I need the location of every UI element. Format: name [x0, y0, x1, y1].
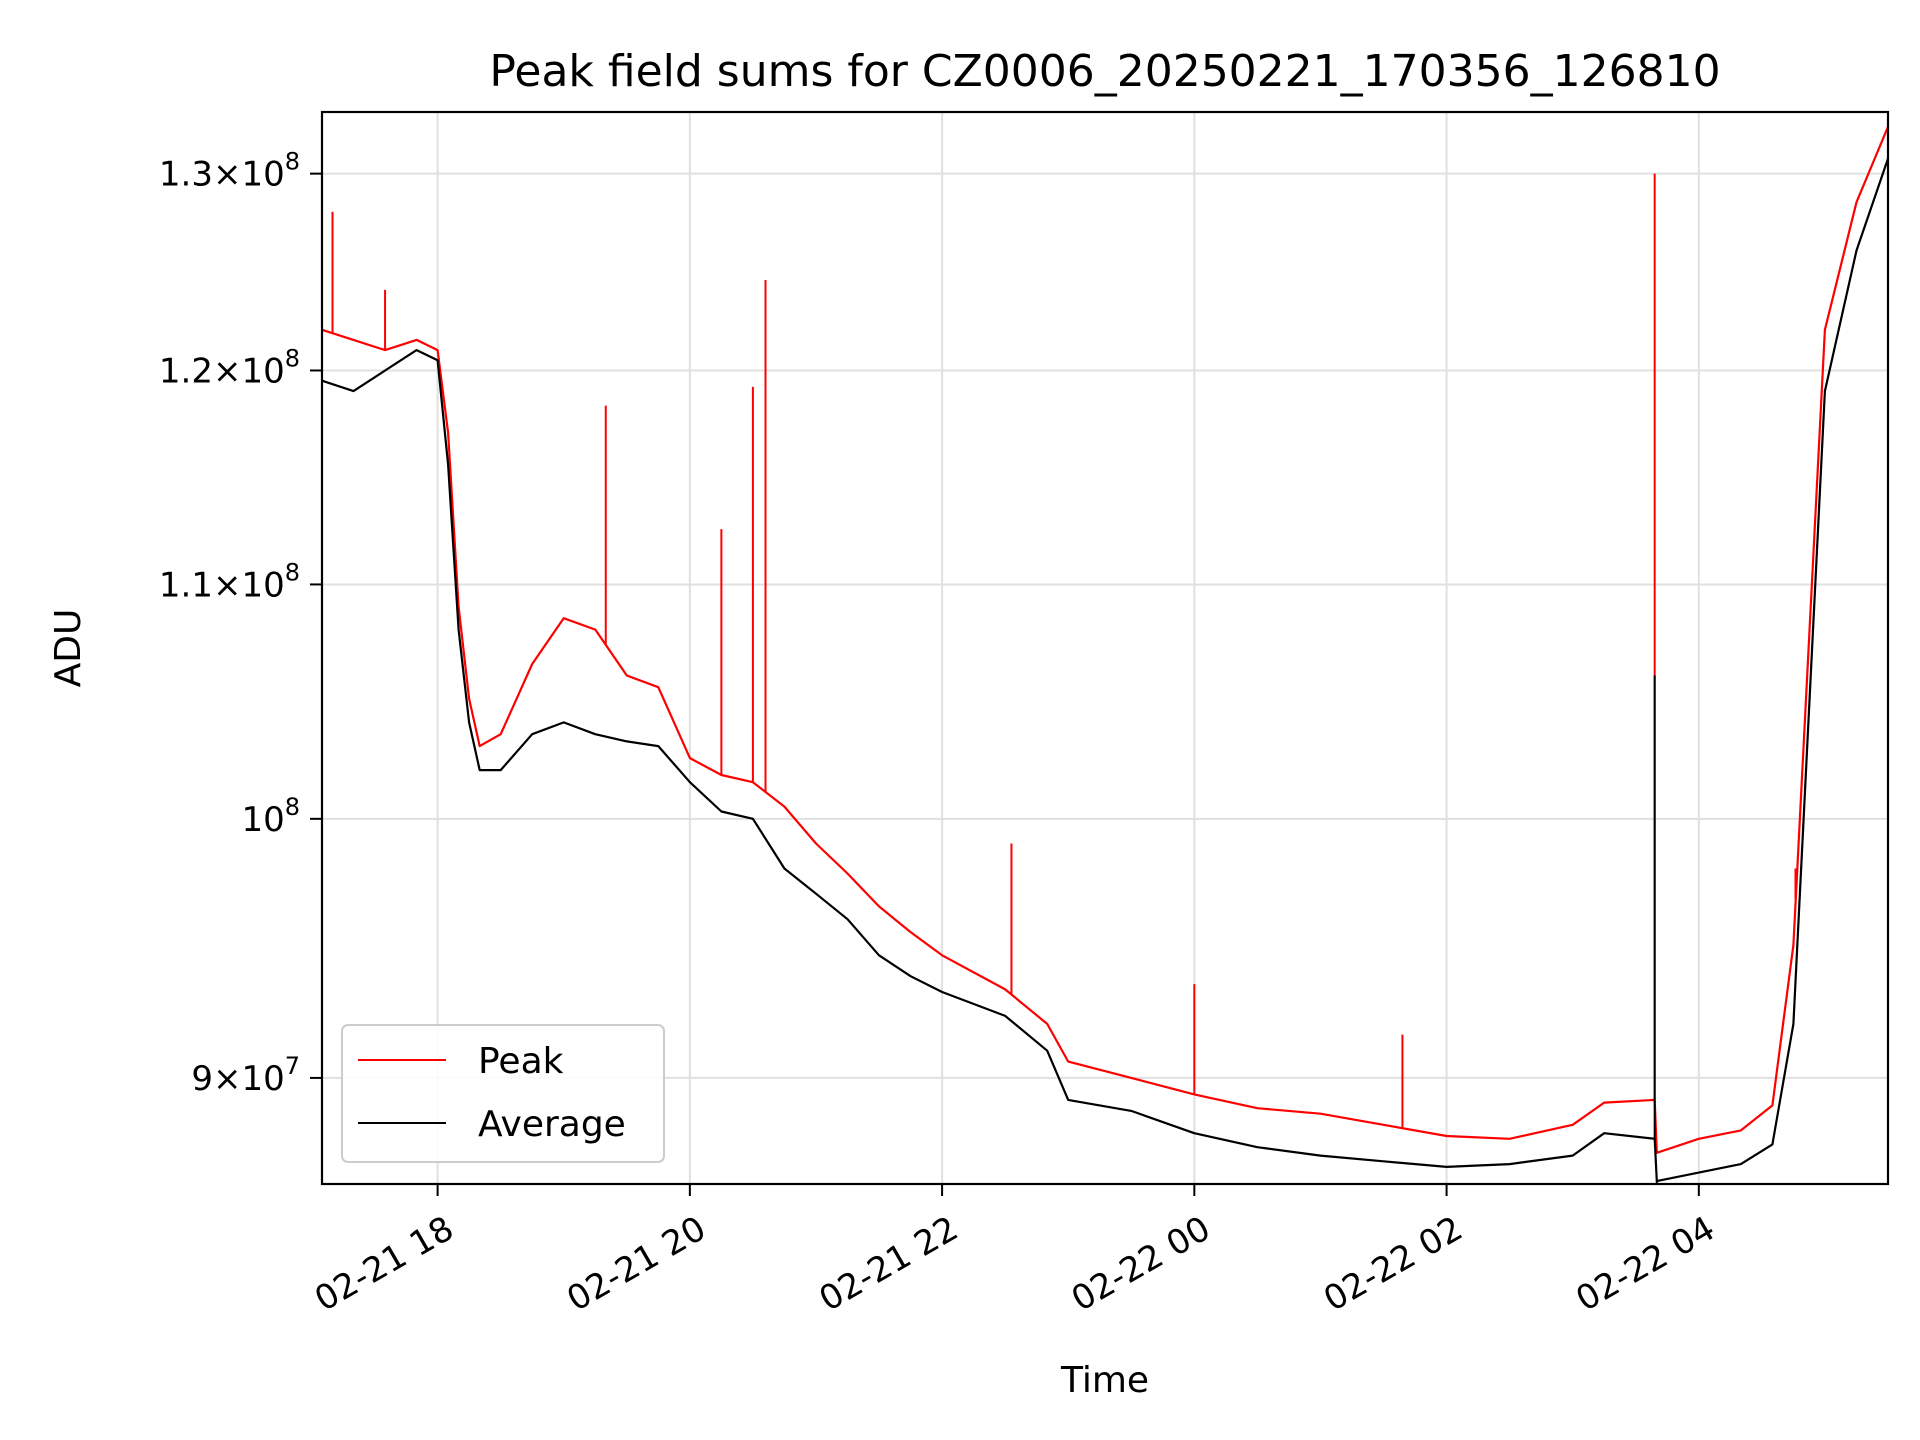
- y-tick-label: 1.3×108: [159, 148, 300, 195]
- y-tick-base: 10: [241, 565, 284, 605]
- plot-series: [322, 126, 1888, 1184]
- plot-frame: [320, 110, 1890, 1186]
- legend: Peak Average: [341, 1024, 665, 1163]
- y-tick-label: 1.1×108: [159, 558, 300, 605]
- series-line-average: [322, 158, 1888, 1183]
- legend-label-average: Average: [478, 1104, 626, 1145]
- y-tick-base: 10: [241, 351, 284, 391]
- y-tick-mantissa: 1.3×: [159, 155, 242, 195]
- legend-label-peak: Peak: [478, 1041, 564, 1082]
- y-tick-base: 10: [241, 800, 284, 840]
- y-tick-mantissa: 1.1×: [159, 565, 242, 605]
- y-tick-label: 9×107: [191, 1052, 300, 1099]
- y-tick-base: 10: [241, 1059, 284, 1099]
- y-axis-label: ADU: [48, 609, 89, 688]
- y-tick-mantissa: 1.2×: [159, 351, 242, 391]
- y-tick-exponent: 8: [285, 558, 300, 586]
- y-tick-exponent: 8: [285, 793, 300, 821]
- y-tick-exponent: 8: [285, 148, 300, 176]
- y-tick-exponent: 8: [285, 344, 300, 372]
- y-tick-exponent: 7: [285, 1052, 300, 1080]
- chart-title: Peak field sums for CZ0006_20250221_1703…: [489, 46, 1720, 97]
- y-tick-base: 10: [241, 155, 284, 195]
- y-tick-label: 1.2×108: [159, 344, 300, 391]
- x-axis-label: Time: [1060, 1360, 1149, 1401]
- y-tick-mantissa: 9×: [191, 1059, 241, 1099]
- series-line-peak: [322, 126, 1888, 1154]
- y-tick-label: 108: [241, 793, 300, 840]
